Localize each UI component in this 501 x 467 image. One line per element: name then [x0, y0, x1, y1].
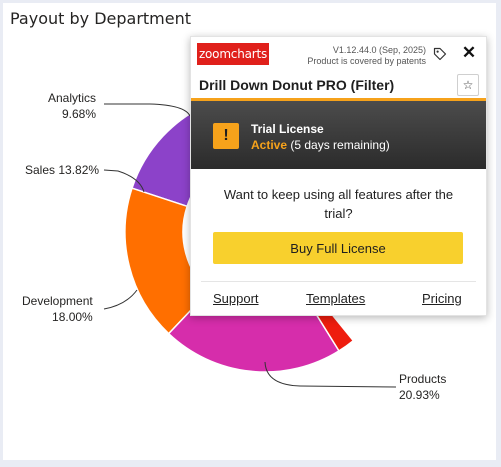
- label-development-name: Development: [22, 294, 93, 308]
- label-products: Products 20.93%: [399, 371, 446, 403]
- pricing-link[interactable]: Pricing: [422, 291, 462, 306]
- favorite-star-button[interactable]: ☆: [457, 74, 479, 96]
- support-link[interactable]: Support: [213, 291, 259, 306]
- accent-divider: [191, 98, 486, 101]
- label-sales-pct: 13.82%: [58, 163, 100, 177]
- leader-analytics: [104, 103, 191, 117]
- label-products-name: Products: [399, 372, 447, 386]
- zoomcharts-logo[interactable]: zoomcharts: [197, 43, 269, 65]
- version-text: V1.12.44.0 (Sep, 2025): [332, 45, 426, 55]
- version-info: V1.12.44.0 (Sep, 2025) Product is covere…: [307, 45, 426, 67]
- label-sales-name: Sales: [25, 163, 56, 177]
- label-products-pct: 20.93%: [399, 388, 440, 402]
- label-analytics-pct: 9.68%: [62, 107, 97, 121]
- close-icon[interactable]: ✕: [461, 43, 477, 62]
- label-sales: Sales 13.82%: [25, 162, 99, 178]
- license-active-text: Active: [251, 138, 288, 152]
- chart-title: Payout by Department: [10, 9, 192, 28]
- license-status: Active (5 days remaining): [251, 138, 390, 152]
- upgrade-prompt: Want to keep using all features after th…: [223, 187, 454, 221]
- label-development: Development 18.00%: [22, 293, 93, 325]
- buy-full-license-button[interactable]: Buy Full License: [213, 232, 463, 264]
- license-remaining-text: (5 days remaining): [290, 138, 390, 152]
- license-status-panel: ! Trial License Active (5 days remaining…: [191, 101, 486, 169]
- label-analytics-name: Analytics: [48, 91, 97, 105]
- license-popup: zoomcharts V1.12.44.0 (Sep, 2025) Produc…: [190, 36, 487, 316]
- links-divider: [201, 281, 476, 282]
- license-title: Trial License: [251, 122, 324, 136]
- leader-sales: [103, 169, 145, 193]
- label-analytics: Analytics 9.68%: [48, 90, 96, 122]
- label-development-pct: 18.00%: [52, 310, 93, 324]
- templates-link[interactable]: Templates: [306, 291, 366, 306]
- product-name: Drill Down Donut PRO (Filter): [199, 77, 395, 93]
- tag-icon[interactable]: [433, 47, 447, 61]
- warning-icon: !: [213, 123, 239, 149]
- patent-text: Product is covered by patents: [307, 56, 426, 66]
- leader-products: [264, 361, 397, 388]
- leader-development: [103, 289, 138, 310]
